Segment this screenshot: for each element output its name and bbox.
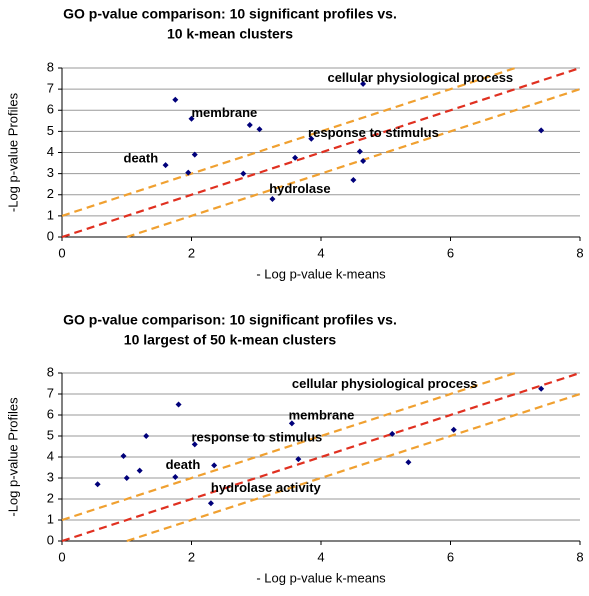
point [185, 169, 192, 176]
chart-title: GO p-value comparison: 10 significant pr… [63, 6, 397, 22]
point [123, 475, 130, 481]
point [295, 456, 302, 463]
point [292, 154, 299, 161]
y-tick-label: 3 [47, 165, 54, 180]
y-tick-label: 0 [47, 532, 54, 547]
y-tick-label: 1 [47, 511, 54, 526]
reference-line [61, 66, 516, 217]
chart-title: GO p-value comparison: 10 significant pr… [63, 312, 397, 328]
chart-title: 10 largest of 50 k-mean clusters [124, 332, 337, 348]
point [191, 441, 198, 448]
reference-line [126, 392, 581, 543]
point [246, 122, 253, 129]
point [356, 148, 363, 155]
annotation: response to stimulus [308, 125, 439, 140]
x-tick-label: 6 [447, 549, 454, 564]
y-tick-label: 8 [47, 364, 54, 379]
x-axis-title: - Log p-value k-means [256, 266, 386, 281]
point [360, 157, 367, 164]
y-tick-label: 0 [47, 228, 54, 243]
chart: GO p-value comparison: 10 significant pr… [5, 6, 583, 282]
y-axis-title: -Log p-value Profiles [5, 92, 20, 212]
x-tick-label: 4 [317, 549, 324, 564]
annotation: death [166, 457, 201, 472]
y-tick-label: 3 [47, 469, 54, 484]
x-tick-label: 2 [188, 549, 195, 564]
annotation: membrane [289, 407, 355, 422]
y-axis-title: -Log p-value Profiles [5, 397, 20, 517]
y-tick-label: 5 [47, 123, 54, 138]
x-axis-title: - Log p-value k-means [256, 570, 386, 585]
point [207, 500, 214, 507]
point [240, 170, 247, 177]
y-tick-label: 1 [47, 207, 54, 222]
y-tick-label: 2 [47, 186, 54, 201]
chart: GO p-value comparison: 10 significant pr… [5, 312, 583, 586]
x-tick-label: 4 [317, 245, 324, 260]
annotation: hydrolase [269, 181, 330, 196]
y-tick-label: 4 [47, 448, 54, 463]
point [538, 127, 545, 134]
point [389, 430, 396, 437]
point [288, 420, 295, 427]
point [120, 452, 127, 459]
point [405, 459, 412, 466]
x-tick-label: 0 [58, 245, 65, 260]
chart-title: 10 k-mean clusters [167, 26, 293, 42]
annotation: hydrolase activity [211, 480, 322, 495]
x-tick-label: 2 [188, 245, 195, 260]
point [211, 462, 218, 469]
annotation: death [124, 150, 159, 165]
point [162, 162, 169, 169]
annotation: cellular physiological process [292, 376, 478, 391]
y-tick-label: 7 [47, 81, 54, 96]
annotation: membrane [192, 105, 258, 120]
y-tick-label: 5 [47, 427, 54, 442]
point [308, 135, 315, 142]
point [175, 401, 182, 408]
annotation: cellular physiological process [327, 70, 513, 85]
point [143, 433, 150, 439]
x-tick-label: 0 [58, 549, 65, 564]
reference-line [126, 88, 581, 239]
point [94, 481, 101, 488]
x-tick-label: 6 [447, 245, 454, 260]
point [191, 151, 198, 158]
point [136, 467, 143, 474]
point [188, 115, 195, 122]
point [538, 385, 545, 392]
point [269, 195, 276, 202]
x-tick-label: 8 [576, 549, 583, 564]
y-tick-label: 7 [47, 385, 54, 400]
point [172, 473, 179, 480]
y-tick-label: 2 [47, 490, 54, 505]
y-tick-label: 8 [47, 59, 54, 74]
point [450, 426, 457, 433]
point [172, 96, 179, 103]
reference-line [61, 371, 516, 522]
y-tick-label: 6 [47, 406, 54, 421]
point [360, 80, 367, 87]
y-tick-label: 4 [47, 144, 54, 159]
annotation: response to stimulus [192, 430, 323, 445]
y-tick-label: 6 [47, 102, 54, 117]
x-tick-label: 8 [576, 245, 583, 260]
point [256, 126, 263, 133]
point [350, 176, 357, 183]
